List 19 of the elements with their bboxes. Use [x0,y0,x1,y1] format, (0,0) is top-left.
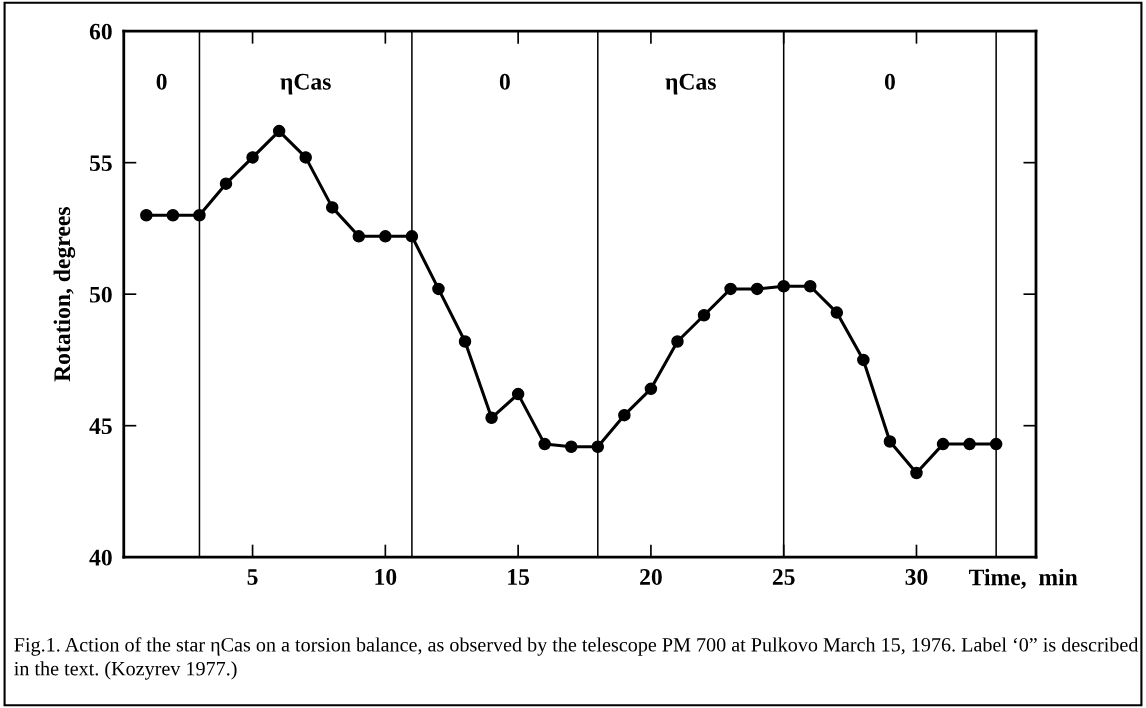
annotation: 0 [499,73,510,90]
annotation: 0 [156,73,167,90]
y-tick-label: 55 [89,155,112,172]
x-tick-label: 10 [375,568,397,585]
y-axis-title: Rotation, degrees [53,207,76,382]
annotation: 0 [884,73,895,90]
x-tick-label: 15 [508,569,530,585]
annotation: ηCas [665,73,716,95]
y-tick-label: 40 [89,549,112,566]
x-tick-label: 5 [247,569,258,585]
caption: Fig.1. Action of the star ηCas on a torsion balance, as observed by the telescope PM 700 at Pulkovo March 15, 1976. Label ‘0” is described in the text. (Kozyrev 1977.) [14,637,1139,680]
x-tick-label: 30 [905,568,928,585]
y-tick-label: 50 [89,286,112,303]
y-tick-label: 60 [89,23,112,40]
x-axis-title: Time, min [969,568,1078,589]
x-tick-label: 25 [772,569,795,585]
y-tick-label: 45 [89,418,112,435]
annotation: ηCas [280,73,331,95]
x-tick-label: 20 [640,568,662,585]
